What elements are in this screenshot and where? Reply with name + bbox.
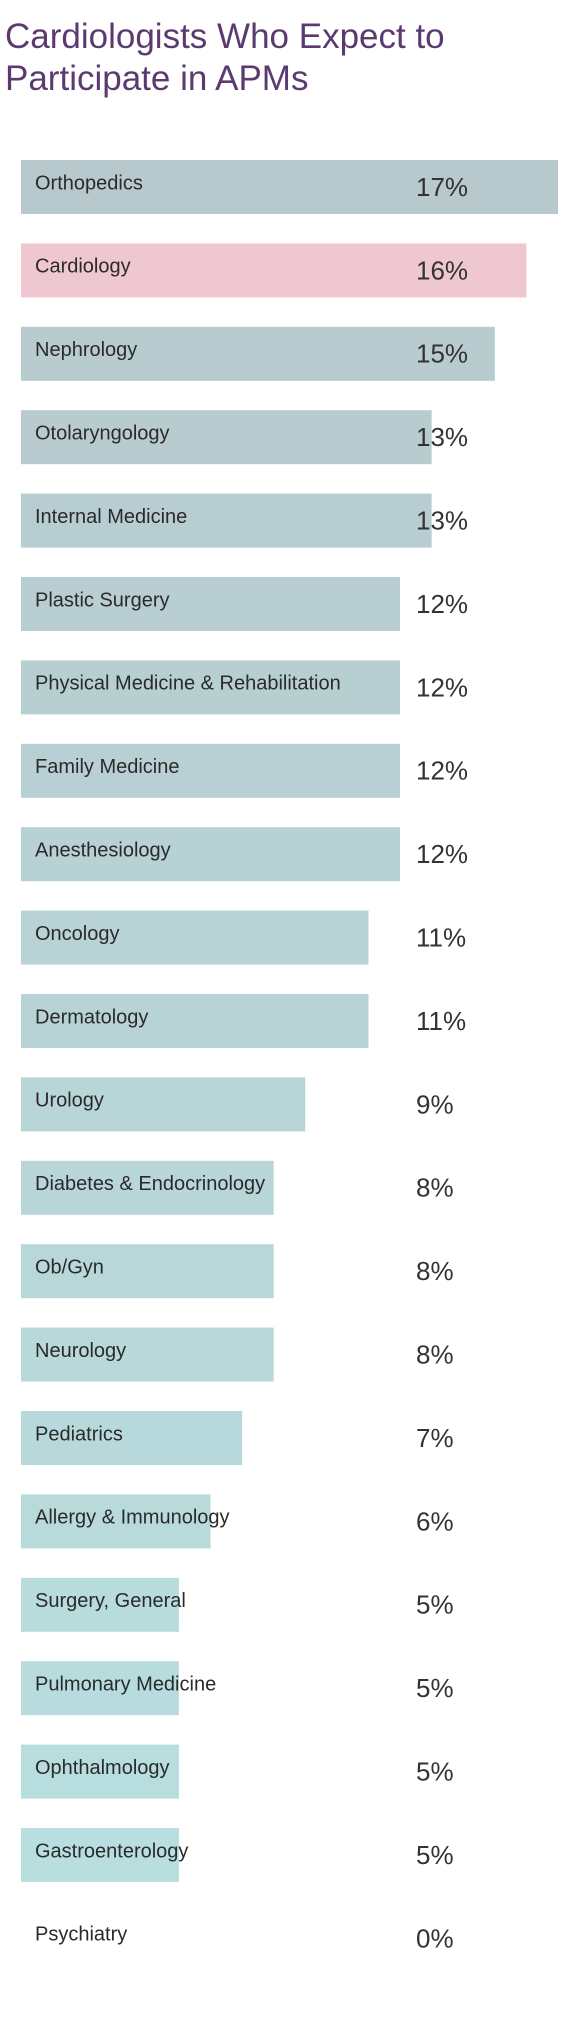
value-label: 7% [416, 1423, 454, 1453]
bar-pediatrics [21, 1411, 243, 1465]
bar-row-cardiology: Cardiology 16% [21, 243, 527, 298]
bar-row-urology: Urology 9% [21, 1077, 454, 1132]
bar-row-family-medicine: Family Medicine 12% [21, 743, 468, 798]
category-label: Orthopedics [35, 172, 143, 194]
value-label: 12% [416, 839, 468, 869]
value-label: 8% [416, 1256, 454, 1286]
category-label: Urology [35, 1090, 104, 1112]
category-label: Family Medicine [35, 756, 179, 778]
bar-cardiology [21, 243, 527, 298]
bar-neurology [21, 1327, 274, 1382]
category-label: Pulmonary Medicine [35, 1673, 216, 1695]
category-label: Dermatology [35, 1006, 148, 1028]
value-label: 12% [416, 589, 468, 619]
category-label: Ob/Gyn [35, 1256, 104, 1278]
category-label: Plastic Surgery [35, 589, 170, 611]
category-label: Pediatrics [35, 1423, 123, 1445]
category-label: Otolaryngology [35, 422, 170, 444]
bar-row-gastroenterology: Gastroenterology 5% [21, 1828, 454, 1882]
bar-allergy-immunology [21, 1494, 211, 1549]
value-label: 12% [416, 672, 468, 702]
value-label: 5% [416, 1840, 454, 1870]
bar-nephrology [21, 326, 495, 381]
value-label: 8% [416, 1339, 454, 1369]
bar-surgery-general [21, 1577, 179, 1632]
bar-row-otolaryngology: Otolaryngology 13% [21, 410, 468, 465]
bar-row-oncology: Oncology 11% [21, 910, 466, 965]
bar-row-pediatrics: Pediatrics 7% [21, 1411, 454, 1465]
value-label: 17% [416, 172, 468, 202]
value-label: 8% [416, 1173, 454, 1203]
bar-row-allergy-immunology: Allergy & Immunology 6% [21, 1494, 454, 1549]
value-label: 6% [416, 1506, 454, 1536]
category-label: Cardiology [35, 256, 131, 278]
bar-gastroenterology [21, 1828, 179, 1882]
category-label: Allergy & Immunology [35, 1507, 230, 1529]
bar-row-surgery-general: Surgery, General 5% [21, 1577, 454, 1632]
value-label: 13% [416, 422, 468, 452]
value-label: 5% [416, 1756, 454, 1786]
bar-otolaryngology [21, 410, 432, 465]
bar-row-pulmonary-medicine: Pulmonary Medicine 5% [21, 1661, 454, 1716]
bar-physical-medicine-rehabilitation [21, 660, 401, 715]
bar-row-physical-medicine-rehabilitation: Physical Medicine & Rehabilitation 12% [21, 660, 468, 715]
bar-row-psychiatry: Psychiatry 0% [35, 1923, 454, 1953]
bar-internal-medicine [21, 493, 432, 548]
category-label: Surgery, General [35, 1590, 186, 1612]
value-label: 5% [416, 1673, 454, 1703]
category-label: Nephrology [35, 339, 137, 361]
bar-row-anesthesiology: Anesthesiology 12% [21, 827, 468, 882]
bar-row-ophthalmology: Ophthalmology 5% [21, 1744, 454, 1799]
bar-row-ob-gyn: Ob/Gyn 8% [21, 1244, 454, 1299]
value-label: 9% [416, 1089, 454, 1119]
bar-plastic-surgery [21, 577, 401, 631]
category-label: Oncology [35, 923, 120, 945]
value-label: 11% [416, 1006, 466, 1036]
value-label: 15% [416, 339, 468, 369]
bar-orthopedics [21, 160, 558, 214]
value-label: 5% [416, 1590, 454, 1620]
bar-row-dermatology: Dermatology 11% [21, 994, 466, 1048]
category-label: Diabetes & Endocrinology [35, 1173, 265, 1195]
bar-urology [21, 1077, 306, 1132]
bar-row-diabetes-endocrinology: Diabetes & Endocrinology 8% [21, 1160, 454, 1215]
bar-dermatology [21, 994, 369, 1048]
category-label: Gastroenterology [35, 1840, 188, 1862]
value-label: 11% [416, 922, 466, 952]
category-label: Internal Medicine [35, 506, 187, 528]
category-label: Psychiatry [35, 1924, 127, 1946]
bar-ob-gyn [21, 1244, 274, 1299]
category-label: Neurology [35, 1340, 126, 1362]
value-label: 13% [416, 505, 468, 535]
bar-family-medicine [21, 743, 401, 798]
bar-row-plastic-surgery: Plastic Surgery 12% [21, 577, 468, 631]
value-label: 12% [416, 756, 468, 786]
bar-oncology [21, 910, 369, 965]
value-label: 0% [416, 1923, 454, 1953]
chart-title: Cardiologists Who Expect to Participate … [5, 17, 445, 98]
bar-pulmonary-medicine [21, 1661, 179, 1716]
bar-anesthesiology [21, 827, 401, 882]
bar-row-neurology: Neurology 8% [21, 1327, 454, 1382]
bar-diabetes-endocrinology [21, 1160, 274, 1215]
bar-row-orthopedics: Orthopedics 17% [21, 160, 558, 214]
category-label: Anesthesiology [35, 839, 171, 861]
category-label: Physical Medicine & Rehabilitation [35, 673, 341, 695]
bar-row-nephrology: Nephrology 15% [21, 326, 495, 381]
bar-ophthalmology [21, 1744, 179, 1799]
bar-row-internal-medicine: Internal Medicine 13% [21, 493, 468, 548]
value-label: 16% [416, 255, 468, 285]
category-label: Ophthalmology [35, 1757, 170, 1779]
